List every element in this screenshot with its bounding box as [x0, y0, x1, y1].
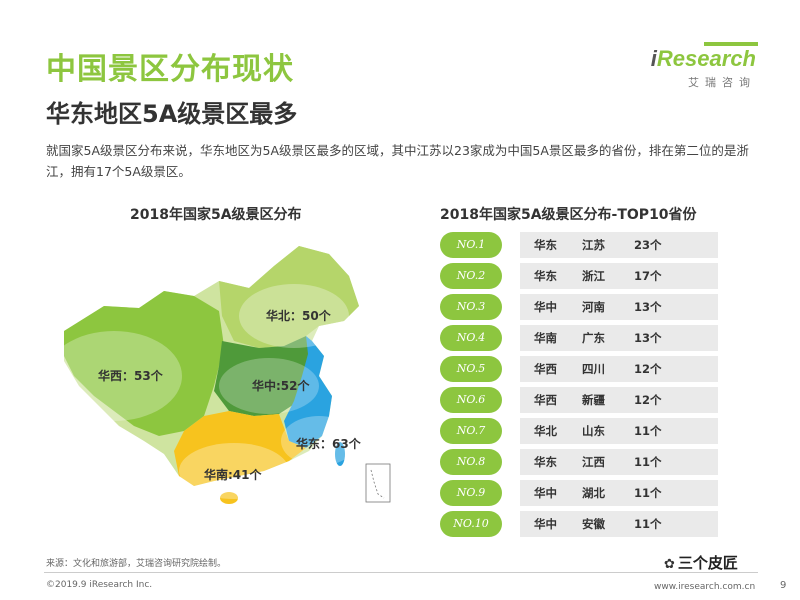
- region-cell: 华东: [534, 455, 557, 469]
- province-cell: 新疆: [582, 393, 605, 407]
- highlight-huaxi: [46, 331, 182, 421]
- table-row: NO.1 华东 江苏 23个: [440, 232, 720, 258]
- highlight-huadong: [281, 416, 357, 466]
- province-cell: 浙江: [582, 269, 605, 283]
- region-cell: 华东: [534, 269, 557, 283]
- table-row: NO.6 华西 新疆 12个: [440, 387, 720, 413]
- label-huadong: 华东：63个: [296, 436, 362, 451]
- label-huabei: 华北：50个: [266, 308, 332, 323]
- rank-badge: NO.8: [440, 449, 502, 475]
- logo-sub: 艾瑞咨询: [688, 76, 756, 89]
- region-cell: 华西: [534, 393, 557, 407]
- province-cell: 安徽: [582, 517, 605, 531]
- website-text: www.iresearch.com.cn: [654, 582, 756, 592]
- page-title: 中国景区分布现状: [46, 52, 294, 87]
- province-cell: 湖北: [582, 486, 605, 500]
- province-cell: 江西: [582, 455, 605, 469]
- province-cell: 山东: [582, 424, 605, 438]
- region-huazhong: [214, 336, 312, 416]
- taiwan-island: [335, 442, 345, 466]
- iresearch-logo: iResearch 艾瑞咨询: [651, 42, 758, 90]
- rank-badge: NO.2: [440, 263, 502, 289]
- row-cell: 华西 四川 12个: [520, 356, 718, 382]
- province-cell: 四川: [582, 362, 605, 376]
- row-cell: 华中 湖北 11个: [520, 480, 718, 506]
- copyright-text: ©2019.9 iResearch Inc.: [46, 580, 153, 590]
- logo-brand-i: i: [650, 46, 657, 71]
- page-number: 9: [780, 580, 787, 591]
- row-cell: 华东 浙江 17个: [520, 263, 718, 289]
- count-cell: 23个: [634, 238, 662, 252]
- row-cell: 华东 江苏 23个: [520, 232, 718, 258]
- rank-badge: NO.6: [440, 387, 502, 413]
- count-cell: 11个: [634, 517, 662, 531]
- table-row: NO.7 华北 山东 11个: [440, 418, 720, 444]
- rank-badge: NO.7: [440, 418, 502, 444]
- rank-badge: NO.1: [440, 232, 502, 258]
- region-huabei: [219, 246, 359, 348]
- table-row: NO.3 华中 河南 13个: [440, 294, 720, 320]
- logo-brand-rest: Research: [656, 46, 756, 71]
- map-title: 2018年国家5A级景区分布: [130, 207, 302, 223]
- label-huazhong: 华中:52个: [252, 378, 310, 393]
- south-sea-dashes: [370, 469, 385, 499]
- region-cell: 华中: [534, 300, 557, 314]
- description-text: 就国家5A级景区分布来说，华东地区为5A级景区最多的区域，其中江苏以23家成为中…: [46, 143, 749, 179]
- count-cell: 11个: [634, 424, 662, 438]
- row-cell: 华北 山东 11个: [520, 418, 718, 444]
- region-cell: 华南: [534, 331, 557, 345]
- label-huanan: 华南:41个: [204, 467, 262, 482]
- province-cell: 河南: [582, 300, 605, 314]
- row-cell: 华中 安徽 11个: [520, 511, 718, 537]
- rank-badge: NO.3: [440, 294, 502, 320]
- logo-bar: [704, 42, 758, 46]
- logo-brand: iResearch: [651, 46, 756, 72]
- region-cell: 华东: [534, 238, 557, 252]
- count-cell: 12个: [634, 362, 662, 376]
- count-cell: 12个: [634, 393, 662, 407]
- highlight-huabei: [239, 284, 349, 348]
- south-sea-inset: [365, 463, 391, 503]
- region-cell: 华西: [534, 362, 557, 376]
- row-cell: 华南 广东 13个: [520, 325, 718, 351]
- table-row: NO.9 华中 湖北 11个: [440, 480, 720, 506]
- region-cell: 华中: [534, 517, 557, 531]
- rank-badge: NO.10: [440, 511, 502, 537]
- count-cell: 11个: [634, 486, 662, 500]
- count-cell: 17个: [634, 269, 662, 283]
- count-cell: 11个: [634, 455, 662, 469]
- row-cell: 华西 新疆 12个: [520, 387, 718, 413]
- table-row: NO.2 华东 浙江 17个: [440, 263, 720, 289]
- region-huadong: [284, 336, 332, 448]
- region-huanan: [174, 411, 306, 486]
- table-row: NO.8 华东 江西 11个: [440, 449, 720, 475]
- table-row: NO.4 华南 广东 13个: [440, 325, 720, 351]
- watermark: ✿ 三个皮匠: [664, 552, 738, 573]
- footer-divider: [44, 572, 758, 573]
- highlight-huanan: [179, 443, 289, 499]
- china-region-map: 华北：50个 华西：53个 华中:52个 华东：63个 华南:41个: [46, 246, 391, 504]
- page-subtitle: 华东地区5A级景区最多: [46, 100, 298, 128]
- row-cell: 华中 河南 13个: [520, 294, 718, 320]
- province-cell: 江苏: [582, 238, 605, 252]
- table-row: NO.5 华西 四川 12个: [440, 356, 720, 382]
- region-cell: 华中: [534, 486, 557, 500]
- source-note: 来源：文化和旅游部，艾瑞咨询研究院绘制。: [46, 559, 227, 569]
- province-cell: 广东: [582, 331, 605, 345]
- row-cell: 华东 江西 11个: [520, 449, 718, 475]
- wechat-icon: ✿: [664, 557, 675, 572]
- region-huaxi: [64, 291, 224, 436]
- watermark-text: 三个皮匠: [677, 554, 738, 572]
- count-cell: 13个: [634, 300, 662, 314]
- count-cell: 13个: [634, 331, 662, 345]
- rank-badge: NO.9: [440, 480, 502, 506]
- rank-badge: NO.5: [440, 356, 502, 382]
- label-huaxi: 华西：53个: [98, 368, 164, 383]
- table-title: 2018年国家5A级景区分布-TOP10省份: [440, 207, 697, 223]
- hainan-island: [220, 492, 238, 504]
- highlight-huazhong: [219, 358, 319, 414]
- region-cell: 华北: [534, 424, 557, 438]
- table-row: NO.10 华中 安徽 11个: [440, 511, 720, 537]
- rank-badge: NO.4: [440, 325, 502, 351]
